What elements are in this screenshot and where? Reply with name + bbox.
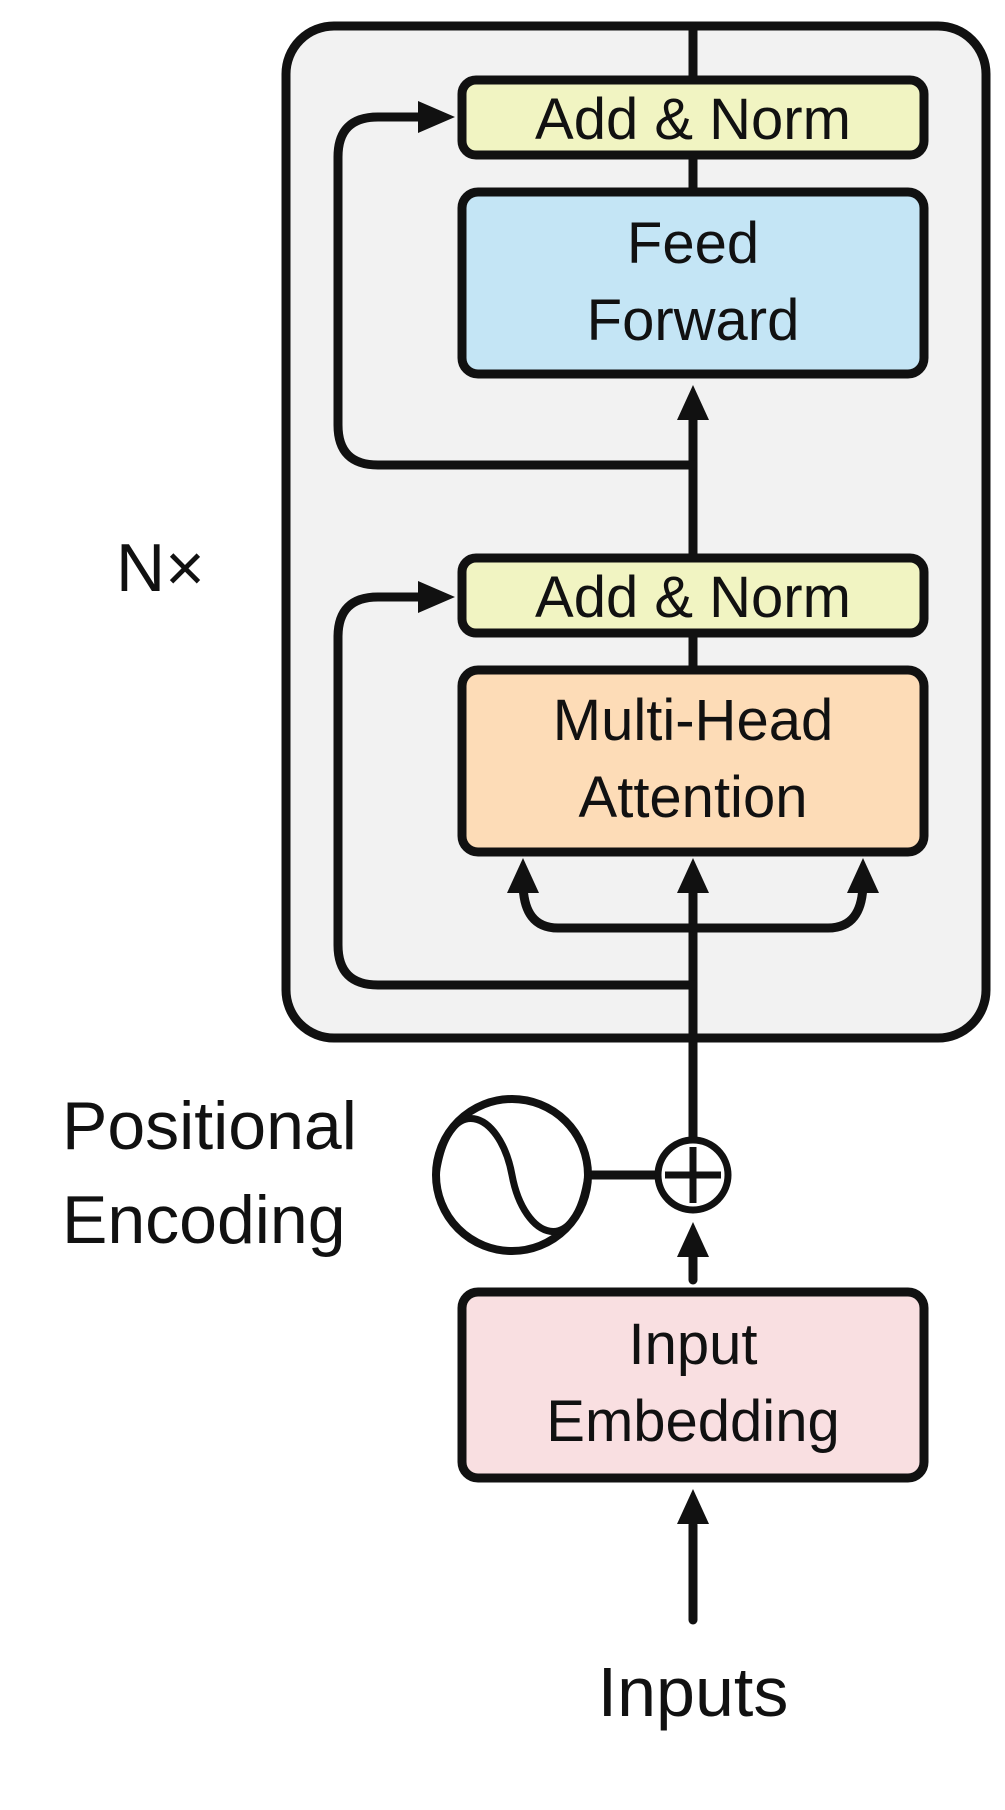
residual-connection-feed-forward	[333, 112, 698, 470]
input-embedding-box	[457, 1287, 929, 1483]
multi-head-attention-label-line2: Attention	[579, 765, 808, 830]
add-norm-bottom-box	[457, 553, 929, 638]
positional-encoding-label-line2: Encoding	[62, 1182, 346, 1258]
feed-forward-label-line2: Forward	[587, 288, 800, 353]
residual-connection-attention	[333, 592, 698, 990]
arrow-head-residual-attention	[418, 581, 455, 613]
arrow-head-residual-feed-forward	[418, 101, 455, 133]
add-norm-bottom-label: Add & Norm	[535, 565, 851, 630]
arrow-head-attn-in-right	[847, 858, 879, 893]
inputs-label: Inputs	[598, 1653, 789, 1731]
repeat-count-label: N×	[116, 530, 205, 606]
encoder-block-frame	[281, 21, 991, 1043]
feed-forward-box	[457, 187, 929, 379]
sine-wave-curve	[432, 1115, 592, 1235]
arrow-head-embedding-in	[677, 1489, 709, 1524]
input-embedding-label-line2: Embedding	[546, 1389, 839, 1454]
addition-icon	[654, 1136, 732, 1214]
add-norm-top-label: Add & Norm	[535, 87, 851, 152]
input-embedding-label-line1: Input	[629, 1312, 758, 1377]
arrow-head-pe-in	[677, 1222, 709, 1257]
add-norm-top-box	[457, 75, 929, 160]
multi-head-attention-box	[457, 665, 929, 857]
positional-encoding-label-line1: Positional	[62, 1088, 357, 1164]
arrow-head-ff-in	[677, 385, 709, 420]
arrow-head-attn-in-left	[507, 858, 539, 893]
arrow-head-attn-in-center	[677, 858, 709, 893]
feed-forward-label-line1: Feed	[627, 211, 759, 276]
multi-head-attention-label-line1: Multi-Head	[553, 688, 833, 753]
